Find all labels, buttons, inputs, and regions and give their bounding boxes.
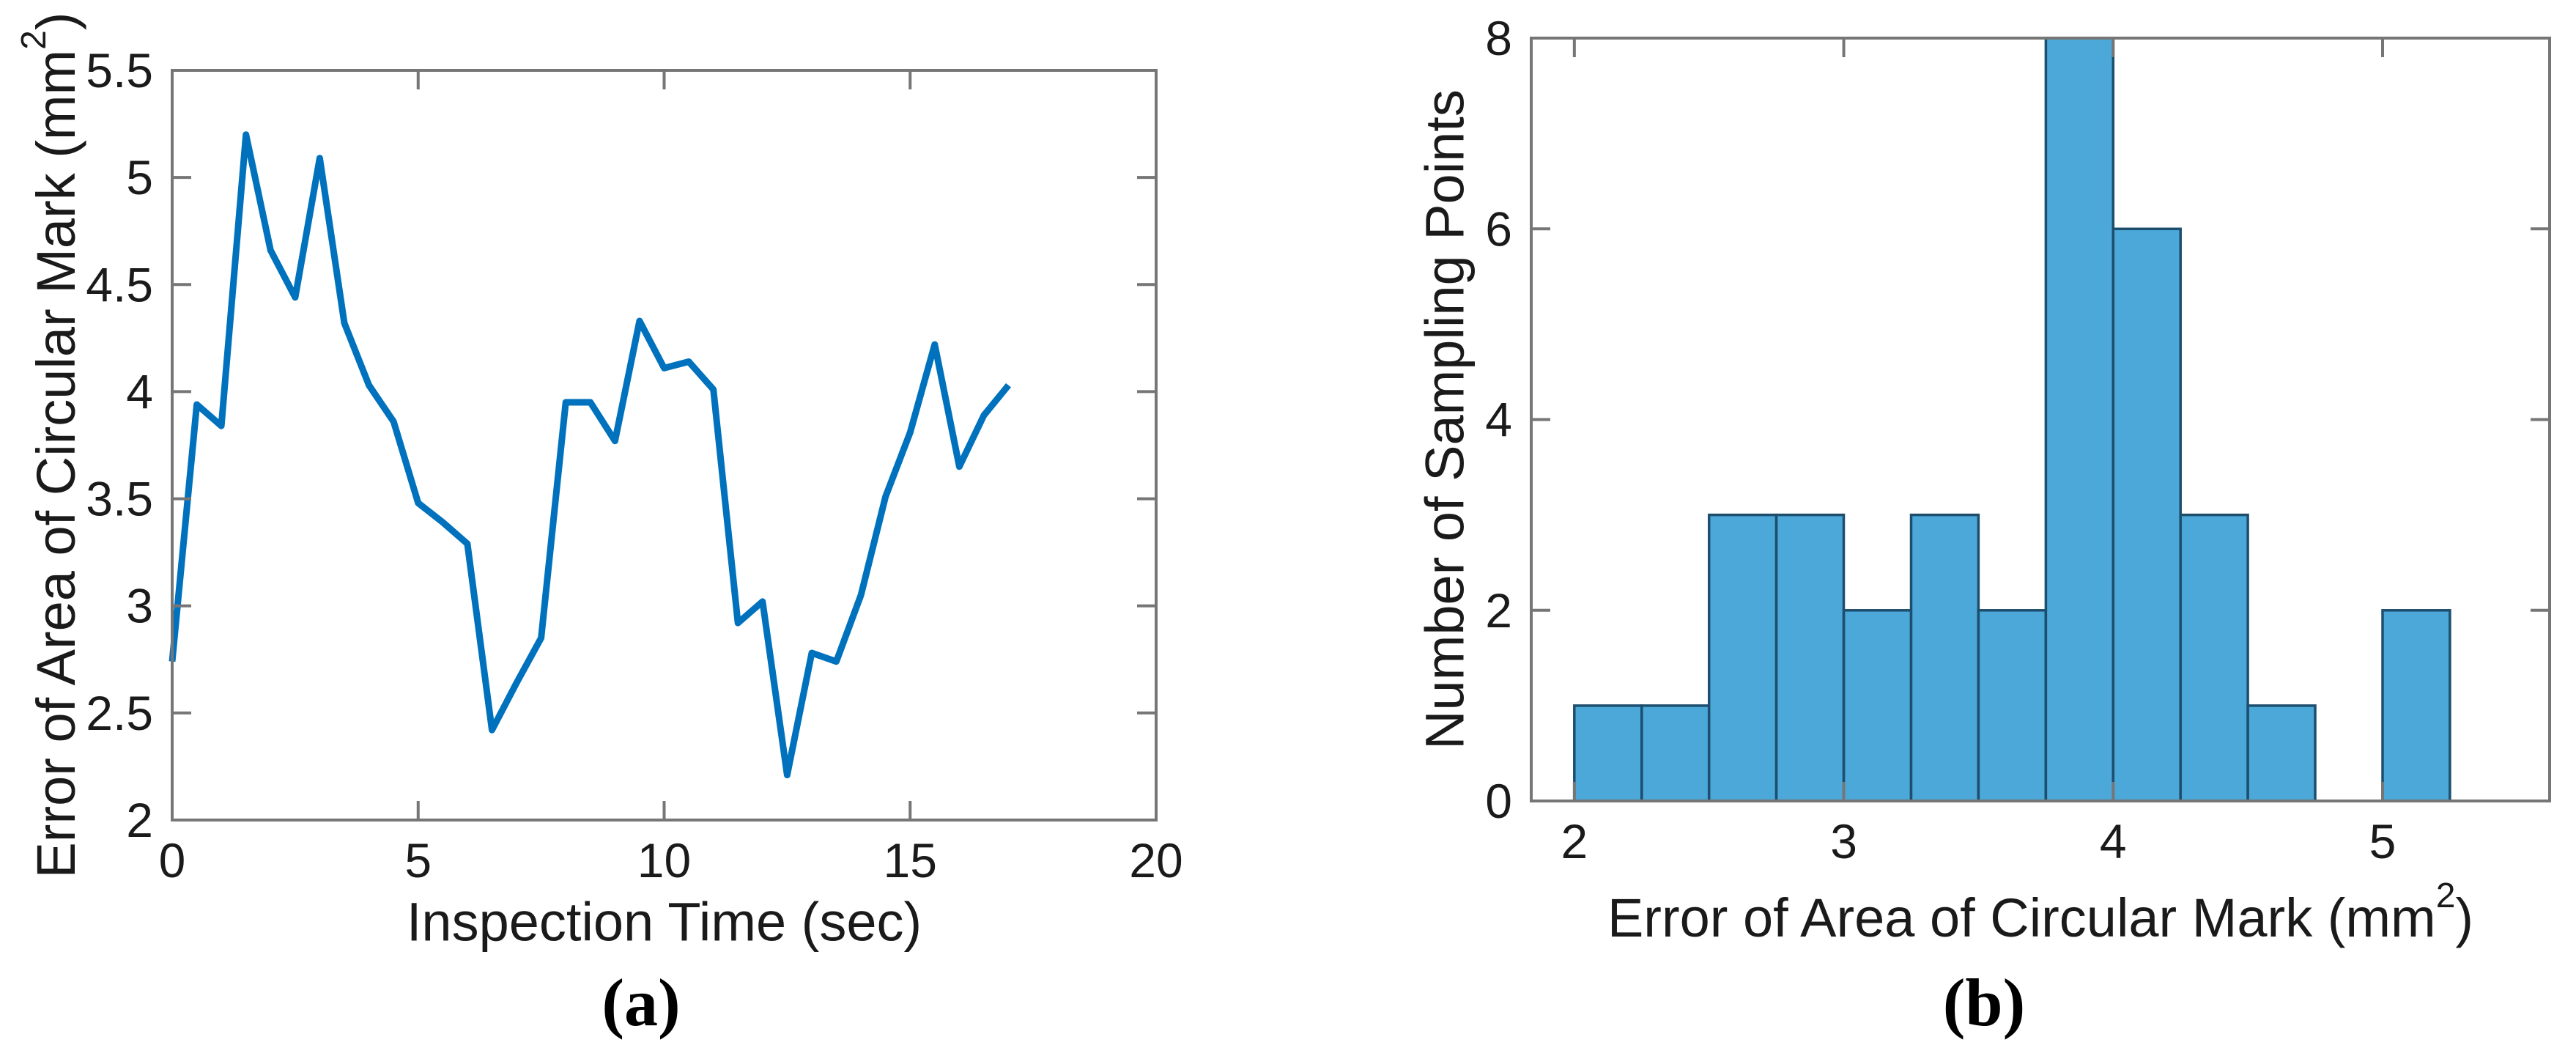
histogram-bar [1640,704,1711,802]
y-tick-label: 2.5 [86,686,153,740]
histogram-bar [1573,704,1643,802]
x-tick-label: 15 [884,833,937,887]
y-tick-label: 2 [126,793,153,847]
y-tick-label: 5 [126,150,153,204]
y-tick-label: 3 [126,579,153,633]
axes-box [171,69,1158,821]
x-tick-label: 5 [2369,814,2397,868]
histogram-bar [1909,513,1980,802]
x-tick-label: 2 [1561,814,1588,868]
tick-marks [1531,37,2550,802]
histogram-bar [1842,609,1913,802]
histogram-bar [1977,609,2048,802]
y-tick-label: 2 [1485,583,1512,638]
histogram-bar [2246,704,2317,802]
histogram-bar [1774,513,1846,802]
y-tick-label: 0 [1485,774,1512,828]
x-tick-label: 0 [159,833,186,887]
y-tick-label: 3.5 [86,472,153,526]
data-line-series [169,131,1011,779]
histogram-bar [2111,227,2182,802]
y-tick-label: 8 [1485,11,1512,65]
caption-panel-a: (a) [602,965,681,1040]
line-chart-panel-a: 0 5 10 15 20 2 2.5 3 3.5 4 4.5 5 5.5 Inspection Time … [15,12,1183,952]
x-axis-label: Inspection Time (sec) [407,892,922,953]
x-tick-label: 5 [404,833,432,887]
x-tick-label: 3 [1830,814,1857,868]
caption-panel-b: (b) [1942,965,2026,1040]
histogram-bar [1707,513,1778,802]
y-tick-label: 5.5 [86,43,153,97]
y-tick-label: 6 [1485,202,1512,256]
tick-labels: 0 5 10 15 20 2 2.5 3 3.5 4 4.5 5 5.5 [86,43,1182,887]
y-axis-label: Error of Area of Circular Mark (mm2) [15,12,86,878]
histogram-bar [2381,609,2451,802]
y-tick-label: 4.5 [86,257,153,311]
x-tick-label: 10 [637,833,691,887]
y-tick-label: 4 [1485,393,1512,447]
histogram-bar [2044,37,2115,802]
histogram-bars [1573,37,2451,802]
x-axis-label: Error of Area of Circular Mark (mm2) [1607,876,2473,948]
x-tick-label: 20 [1129,833,1182,887]
histogram-bar [2179,513,2249,802]
tick-marks [171,69,1158,821]
y-tick-label: 4 [126,364,153,418]
x-tick-label: 4 [2100,814,2127,868]
y-axis-label: Number of Sampling Points [1415,89,1476,750]
